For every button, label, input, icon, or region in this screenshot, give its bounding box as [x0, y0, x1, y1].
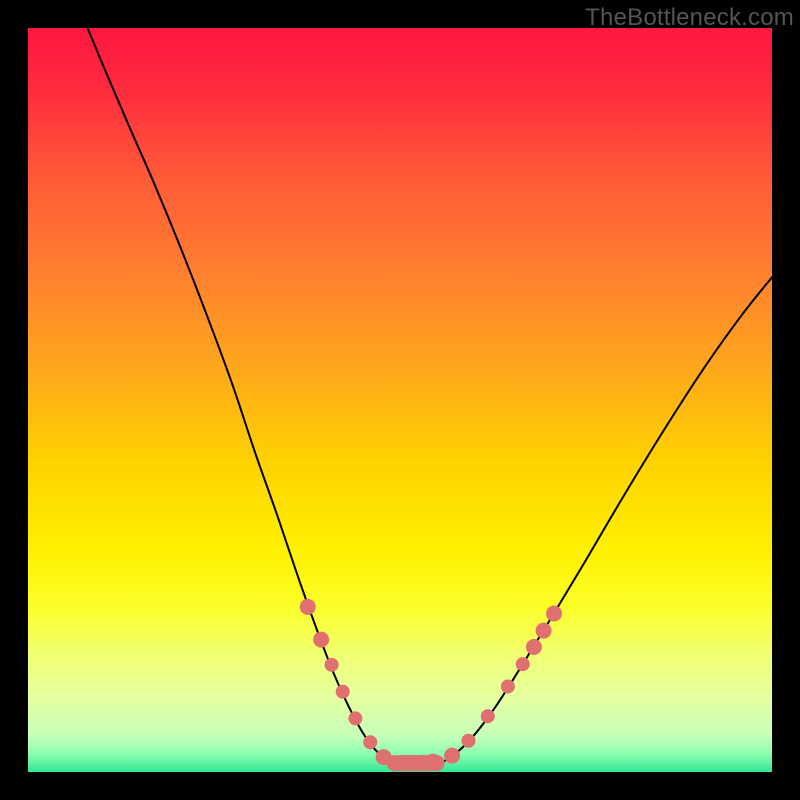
marker-right: [526, 639, 542, 655]
marker-right: [481, 709, 495, 723]
curve-left: [88, 28, 397, 763]
marker-right: [516, 657, 530, 671]
curve-layer: [28, 28, 772, 772]
marker-right: [546, 606, 562, 622]
watermark-text: TheBottleneck.com: [585, 4, 794, 32]
curve-right: [441, 277, 772, 763]
marker-left: [325, 658, 339, 672]
marker-right: [536, 623, 552, 639]
chart-stage: TheBottleneck.com: [0, 0, 800, 800]
marker-right: [501, 679, 515, 693]
marker-left: [313, 632, 329, 648]
marker-bottom: [425, 754, 441, 770]
marker-right: [461, 734, 475, 748]
marker-left: [336, 685, 350, 699]
marker-left: [348, 711, 362, 725]
marker-left: [300, 599, 316, 615]
marker-bottom: [444, 748, 460, 764]
plot-area: [28, 28, 772, 772]
marker-bottom: [399, 755, 415, 771]
marker-bottom: [376, 749, 392, 765]
marker-left: [363, 735, 377, 749]
